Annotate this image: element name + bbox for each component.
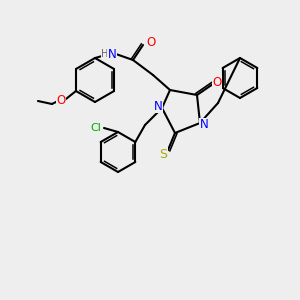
Text: N: N bbox=[154, 100, 162, 112]
Text: S: S bbox=[159, 148, 167, 160]
Text: Cl: Cl bbox=[91, 123, 101, 133]
Text: N: N bbox=[108, 47, 116, 61]
Text: O: O bbox=[146, 37, 156, 50]
Text: H: H bbox=[101, 49, 109, 59]
Text: O: O bbox=[56, 94, 66, 107]
Text: O: O bbox=[212, 76, 222, 88]
Text: N: N bbox=[200, 118, 208, 131]
